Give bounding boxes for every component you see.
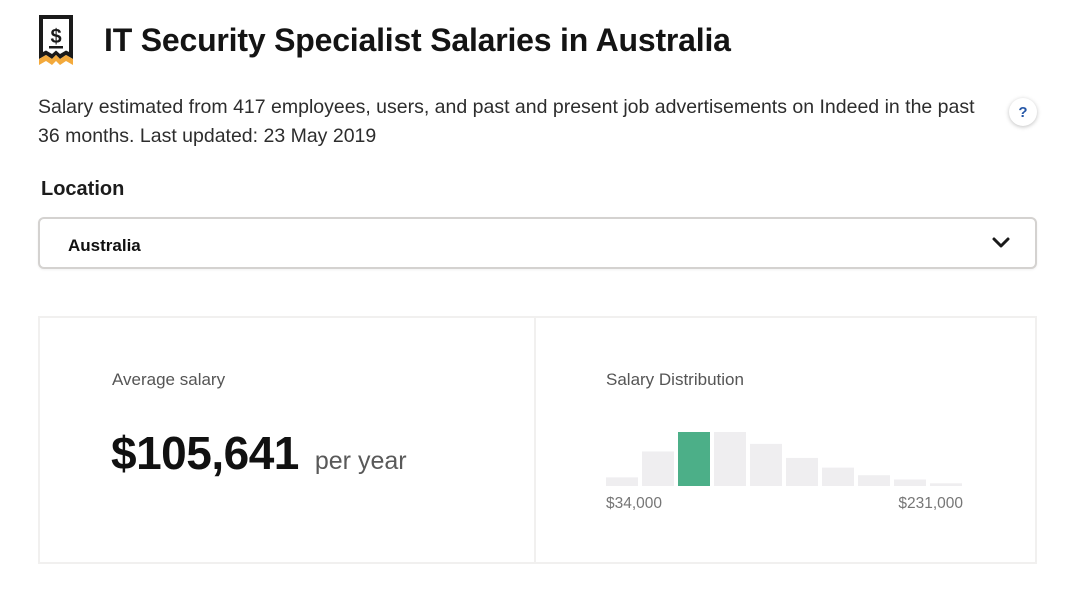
distribution-max-label: $231,000 (898, 495, 963, 512)
distribution-bar (894, 479, 926, 486)
distribution-bar (714, 432, 746, 486)
average-salary-row: $105,641 per year (111, 426, 407, 480)
salary-distribution-card: Salary Distribution $34,000 $231,000 (536, 316, 1037, 564)
average-salary-label: Average salary (112, 370, 226, 389)
location-label: Location (41, 178, 125, 200)
distribution-bar (930, 483, 962, 486)
svg-text:$: $ (50, 26, 61, 48)
distribution-bar (642, 451, 674, 486)
help-button[interactable]: ? (1009, 98, 1037, 126)
salary-distribution-chart (606, 432, 962, 486)
distribution-bar (786, 457, 818, 486)
help-icon: ? (1018, 103, 1028, 121)
distribution-bar (822, 467, 854, 486)
distribution-bar (606, 477, 638, 486)
distribution-min-label: $34,000 (606, 495, 663, 512)
page-header: $ IT Security Specialist Salaries in Aus… (38, 14, 731, 66)
chevron-down-icon (992, 237, 1010, 248)
average-salary-card: Average salary $105,641 per year (38, 316, 536, 564)
salary-dollar-icon: $ (39, 15, 73, 65)
salary-description: Salary estimated from 417 employees, use… (38, 96, 975, 147)
average-salary-unit: per year (314, 447, 407, 475)
distribution-bar (750, 443, 782, 486)
salary-cards: Average salary $105,641 per year Salary … (38, 316, 1037, 564)
distribution-bar (858, 475, 890, 486)
location-selected-value: Australia (68, 236, 141, 255)
page-title: IT Security Specialist Salaries in Austr… (104, 21, 731, 58)
salary-distribution-label: Salary Distribution (606, 370, 744, 389)
distribution-bar-highlight (678, 432, 710, 486)
location-select[interactable]: Australia (38, 217, 1037, 269)
average-salary-value: $105,641 (111, 427, 299, 479)
